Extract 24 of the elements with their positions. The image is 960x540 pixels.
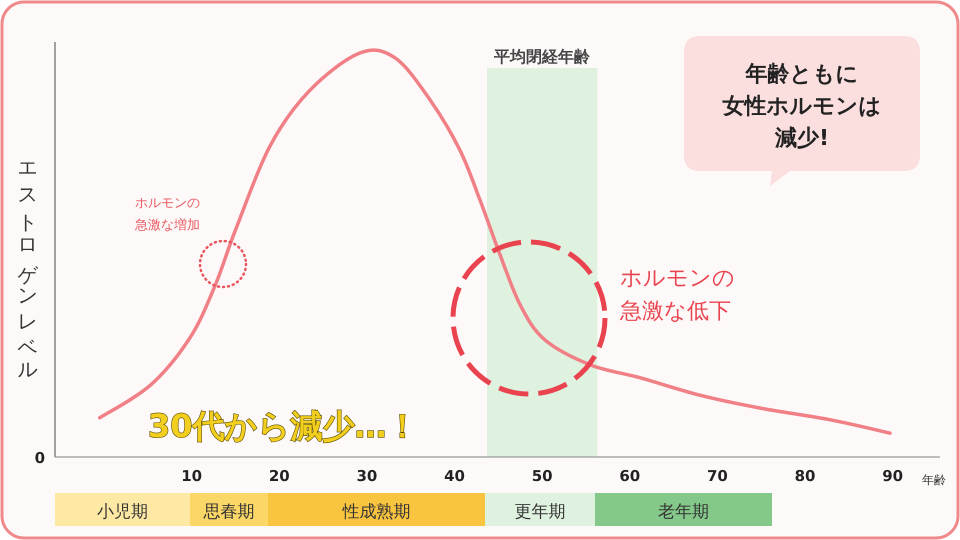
category-label: 性成熟期 [342,502,410,522]
category-label: 小児期 [97,502,148,522]
x-tick-label: 70 [707,467,728,485]
x-tick-label: 80 [794,467,816,485]
y-axis-title: エストロゲンレベル [16,150,40,378]
x-tick-label: 50 [532,467,553,485]
x-tick-label: 60 [619,467,640,485]
annotation: ホルモンの急激な増加 [134,196,200,234]
category-label: 思春期 [202,502,254,522]
x-tick-label: 40 [444,467,465,485]
annotation: 女性ホルモンは [722,94,882,119]
text: 0 [34,449,45,467]
category-label: 更年期 [514,502,566,522]
x-tick-label: 90 [882,467,904,485]
annotation: 年齢ともに [744,62,858,87]
annotation: ホルモンの急激な低下 [619,266,735,324]
annotation: 30代から減少…！ [148,407,419,445]
x-tick-label: 20 [268,467,290,485]
x-axis-title: 年齢 [922,473,946,487]
annotation: 減少! [774,126,830,151]
band-label: 平均閉経年齢 [493,47,592,66]
x-tick-label: 30 [356,467,378,485]
x-tick-label: 10 [181,467,202,485]
category-label: 老年期 [658,502,709,522]
